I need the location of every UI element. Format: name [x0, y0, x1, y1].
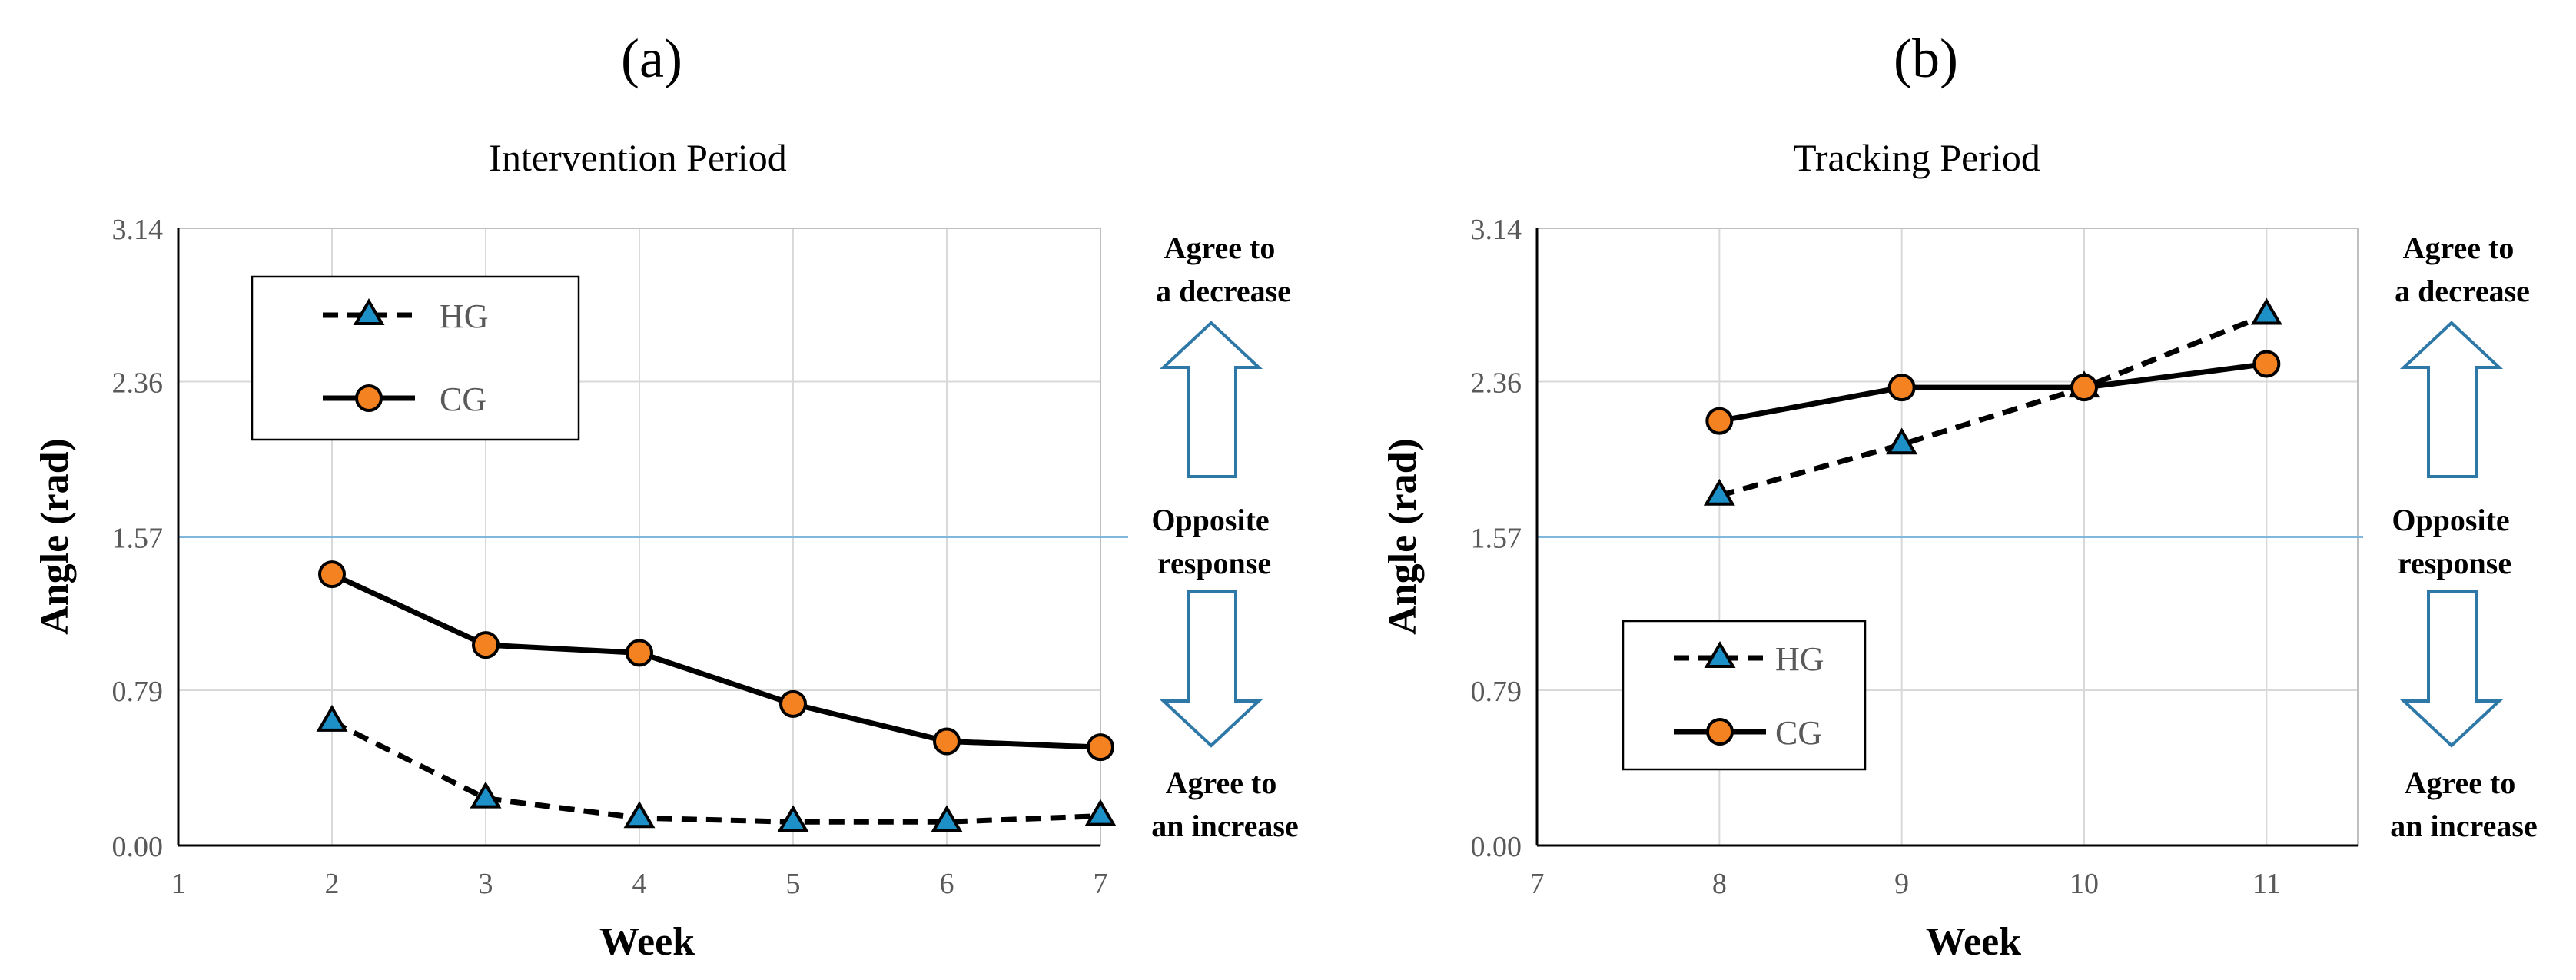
- panel-a-hg-point: [1084, 799, 1117, 826]
- panel-a-y-tick-label: 0.79: [112, 676, 164, 708]
- panel-b-cg-line: [1718, 360, 2267, 424]
- panel-a-x-tick-label: 6: [940, 868, 954, 900]
- panel-a-y-tick-labels: 0.00 0.79 1.57 2.36 3.14: [112, 214, 164, 863]
- panel-b-series: [1703, 297, 2282, 506]
- panel-a-x-tick-label: 7: [1094, 868, 1108, 900]
- panel-b-opposite-line-2: response: [2398, 546, 2511, 580]
- panel-a-hg-point: [777, 805, 809, 832]
- panel-a-annotations: Agree to a decrease Opposite response Ag…: [1151, 231, 1298, 843]
- panel-a-hg-point: [470, 781, 502, 809]
- panel-a-x-axis-title: Week: [599, 920, 695, 964]
- panel-b-y-tick-label: 3.14: [1471, 214, 1522, 246]
- panel-b-cg-point: [2070, 374, 2098, 402]
- panel-b-x-axis-title: Week: [1926, 920, 2021, 964]
- panel-b-hg-point: [2250, 297, 2282, 325]
- panel-a-x-tick-label: 4: [632, 868, 647, 900]
- panel-b-y-tick-label: 0.00: [1471, 831, 1522, 863]
- panel-b-x-tick-label: 9: [1894, 868, 1909, 900]
- panel-a-cg-point: [933, 727, 961, 756]
- panel-a-legend-box: [251, 275, 580, 441]
- panel-a-hg-point: [623, 801, 656, 829]
- panel-a-cg-point: [1087, 733, 1114, 762]
- panel-b-legend: HG CG: [1622, 620, 1867, 771]
- panel-b-title: Tracking Period: [1793, 136, 2040, 179]
- panel-a-legend-hg-marker: [353, 298, 385, 325]
- panel-b-annotations: Agree to a decrease Opposite response Ag…: [2390, 231, 2537, 843]
- panel-b-decrease-annotation: Agree to a decrease: [2395, 231, 2530, 308]
- panel-a-y-axis-title: Angle (rad): [33, 438, 77, 635]
- panel-b-increase-line-2: an increase: [2390, 809, 2537, 843]
- panel-b-up-arrow-icon: [2399, 321, 2504, 478]
- panel-a-cg-point: [779, 689, 807, 718]
- panel-b-x-tick-label: 7: [1530, 868, 1545, 900]
- panel-a-cg-point: [472, 631, 500, 659]
- panel-b-legend-cg-marker: [1706, 718, 1734, 746]
- panel-a-legend: HG CG: [251, 275, 580, 441]
- panel-b-increase-line-1: Agree to: [2405, 766, 2516, 800]
- panel-b-legend-box: [1622, 620, 1867, 771]
- panel-b-legend-hg-marker: [1704, 641, 1736, 668]
- panel-a-hg-point: [931, 805, 963, 832]
- panel-a-y-tick-label: 0.00: [112, 831, 164, 863]
- panel-a-increase-annotation: Agree to an increase: [1151, 766, 1298, 843]
- panel-a-label: (a): [621, 28, 682, 89]
- panel-b-legend-hg-label: HG: [1775, 640, 1824, 678]
- panel-b-y-tick-label: 0.79: [1471, 676, 1522, 708]
- panel-a-cg-line: [330, 571, 1101, 750]
- panel-a-legend-cg-label: CG: [440, 380, 486, 418]
- panel-a-y-tick-label: 3.14: [112, 214, 164, 246]
- panel-a-legend-hg-label: HG: [440, 297, 489, 335]
- panel-b-x-tick-label: 11: [2252, 868, 2281, 900]
- panel-b-opposite-line-1: Opposite: [2392, 503, 2509, 537]
- panel-b-x-tick-labels: 7 8 9 10 11: [1530, 868, 2281, 900]
- panel-b-hg-point: [1703, 478, 1735, 506]
- panel-a-decrease-line-2: a decrease: [1156, 274, 1291, 308]
- panel-a-y-tick-label: 2.36: [112, 367, 164, 399]
- panel-b-cg-point: [2252, 350, 2281, 378]
- panel-b-decrease-line-2: a decrease: [2395, 274, 2530, 308]
- panel-b-label: (b): [1894, 28, 1958, 89]
- panel-b-hg-point: [1886, 427, 1918, 455]
- panel-b-y-tick-labels: 0.00 0.79 1.57 2.36 3.14: [1471, 214, 1522, 863]
- panel-b-y-tick-label: 2.36: [1471, 367, 1522, 399]
- panel-b-cg-point: [1887, 374, 1916, 402]
- panel-a-decrease-line-1: Agree to: [1164, 231, 1276, 265]
- panel-a-x-tick-label: 2: [325, 868, 340, 900]
- panel-a-title: Intervention Period: [489, 136, 786, 179]
- panel-a-hg-point: [316, 704, 348, 732]
- panel-a-increase-line-2: an increase: [1151, 809, 1298, 843]
- panel-a: (a) Intervention Period 0.00 0.79 1.57 2.36…: [33, 28, 1299, 964]
- panel-a-increase-line-1: Agree to: [1166, 766, 1277, 800]
- panel-a-cg-point: [318, 560, 346, 589]
- panel-b-hg-line: [1718, 312, 2268, 499]
- panel-b-opposite-annotation: Opposite response: [2392, 503, 2517, 580]
- panel-b-decrease-line-1: Agree to: [2403, 231, 2515, 265]
- panel-a-hg-line: [330, 719, 1101, 825]
- panel-b-y-axis-title: Angle (rad): [1381, 438, 1425, 635]
- panel-a-down-arrow-icon: [1159, 590, 1263, 748]
- panel-b-down-arrow-icon: [2399, 590, 2504, 748]
- panel-a-x-tick-labels: 1 2 3 4 5 6 7: [171, 868, 1108, 900]
- panel-a-x-tick-label: 5: [786, 868, 801, 900]
- panel-a-y-tick-label: 1.57: [112, 523, 164, 555]
- panel-a-x-tick-label: 1: [171, 868, 186, 900]
- panel-b-x-tick-label: 10: [2070, 868, 2099, 900]
- panel-a-opposite-line-1: Opposite: [1151, 503, 1269, 537]
- panel-a-decrease-annotation: Agree to a decrease: [1156, 231, 1291, 308]
- panel-a-x-tick-label: 3: [479, 868, 493, 900]
- panel-b-increase-annotation: Agree to an increase: [2390, 766, 2537, 843]
- panel-a-series: [316, 560, 1117, 832]
- panel-a-legend-cg-marker: [355, 384, 383, 412]
- panel-a-opposite-annotation: Opposite response: [1151, 503, 1276, 580]
- panel-a-opposite-line-2: response: [1157, 546, 1271, 580]
- panel-b: (b) Tracking Period 0.00 0.79 1.57 2.36 3.14…: [1381, 28, 2538, 964]
- panel-b-legend-cg-label: CG: [1775, 714, 1822, 752]
- panel-a-up-arrow-icon: [1159, 321, 1263, 478]
- panel-b-x-tick-label: 8: [1712, 868, 1727, 900]
- panel-a-cg-point: [626, 639, 653, 667]
- panel-b-cg-point: [1705, 407, 1734, 435]
- panel-b-y-tick-label: 1.57: [1471, 523, 1522, 555]
